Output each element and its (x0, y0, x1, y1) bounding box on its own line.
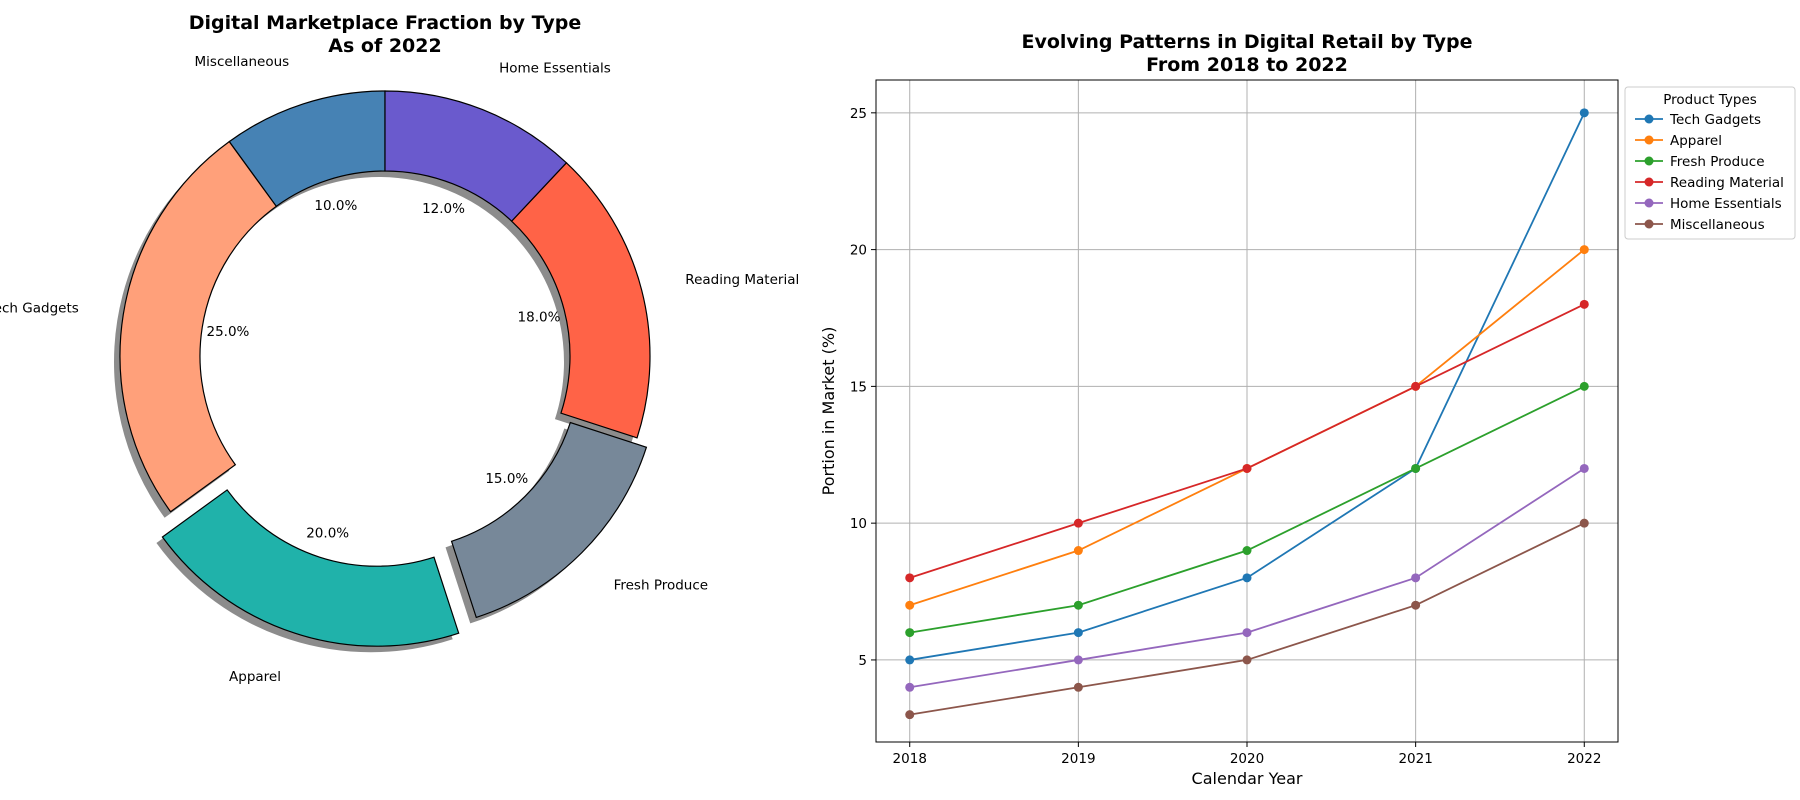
y-tick-label-5: 5 (858, 653, 867, 669)
legend-swatch-marker-tech-gadgets (1644, 114, 1654, 124)
data-point-miscellaneous-2020 (1242, 655, 1252, 665)
data-point-tech-gadgets-2019 (1073, 628, 1083, 638)
data-point-fresh-produce-2022 (1579, 381, 1589, 391)
donut-wedges (119, 90, 651, 647)
data-point-fresh-produce-2019 (1073, 600, 1083, 610)
data-point-tech-gadgets-2020 (1242, 573, 1252, 583)
data-point-tech-gadgets-2022 (1579, 108, 1589, 118)
y-axis-label: Portion in Market (%) (819, 327, 838, 496)
data-point-reading-material-2022 (1579, 299, 1589, 309)
y-tick-label-20: 20 (850, 243, 867, 259)
y-tick-label-15: 15 (850, 379, 867, 395)
donut-chart: Digital Marketplace Fraction by Type As o… (0, 12, 799, 685)
data-point-reading-material-2018 (905, 573, 915, 583)
data-point-miscellaneous-2021 (1411, 600, 1421, 610)
data-point-miscellaneous-2022 (1579, 518, 1589, 528)
data-point-miscellaneous-2018 (905, 710, 915, 720)
legend-swatch-marker-fresh-produce (1644, 156, 1654, 166)
data-point-fresh-produce-2018 (905, 628, 915, 638)
legend-label-home-essentials: Home Essentials (1670, 196, 1782, 212)
legend-box (1624, 86, 1796, 240)
legend-item-home-essentials: Home Essentials (1635, 196, 1782, 212)
x-tick-label-2022: 2022 (1567, 751, 1601, 767)
legend-item-fresh-produce: Fresh Produce (1635, 154, 1765, 170)
y-tick-label-25: 25 (850, 106, 867, 122)
wedge-fresh-produce (450, 421, 648, 619)
slice-percent-reading-material: 18.0% (518, 309, 561, 325)
y-tick-label-10: 10 (850, 516, 867, 532)
wedge-apparel (161, 489, 460, 647)
legend-label-fresh-produce: Fresh Produce (1670, 154, 1765, 170)
title-line-1: Evolving Patterns in Digital Retail by T… (1022, 31, 1473, 53)
legend-label-apparel: Apparel (1670, 133, 1722, 149)
wedge-home-essentials (384, 90, 568, 222)
data-point-home-essentials-2021 (1411, 573, 1421, 583)
wedge-reading-material (510, 161, 651, 439)
slice-label-reading-material: Reading Material (685, 272, 799, 288)
title-line-2: From 2018 to 2022 (1146, 54, 1348, 76)
data-point-home-essentials-2018 (905, 682, 915, 692)
donut-chart-title: Digital Marketplace Fraction by Type As o… (189, 12, 582, 57)
data-point-reading-material-2019 (1073, 518, 1083, 528)
legend: Product Types Tech Gadgets Apparel Fresh Pr… (1624, 86, 1796, 240)
data-point-home-essentials-2022 (1579, 463, 1589, 473)
legend-label-miscellaneous: Miscellaneous (1670, 217, 1765, 233)
data-point-apparel-2018 (905, 600, 915, 610)
series-miscellaneous (905, 518, 1589, 720)
line-chart-ticks: 2018 2019 2020 2021 2022 5 10 15 20 25 (850, 106, 1602, 767)
x-tick-label-2019: 2019 (1061, 751, 1095, 767)
x-tick-label-2018: 2018 (893, 751, 927, 767)
data-point-home-essentials-2020 (1242, 628, 1252, 638)
data-point-reading-material-2020 (1242, 463, 1252, 473)
series-fresh-produce (905, 381, 1589, 638)
slice-label-apparel: Apparel (229, 669, 281, 685)
data-point-apparel-2022 (1579, 245, 1589, 255)
legend-item-apparel: Apparel (1635, 133, 1722, 149)
legend-swatch-marker-reading-material (1644, 177, 1654, 187)
legend-swatch-marker-apparel (1644, 135, 1654, 145)
x-tick-label-2020: 2020 (1230, 751, 1264, 767)
wedge-tech-gadgets (119, 140, 278, 513)
slice-label-tech-gadgets: Tech Gadgets (0, 300, 79, 316)
line-chart-grid (876, 80, 1618, 742)
series-home-essentials (905, 463, 1589, 692)
data-point-home-essentials-2019 (1073, 655, 1083, 665)
legend-swatch-marker-miscellaneous (1644, 219, 1654, 229)
slice-percent-apparel: 20.0% (306, 525, 349, 541)
donut-labels: Miscellaneous 10.0% Tech Gadgets 25.0% Appar… (0, 54, 799, 685)
x-tick-label-2021: 2021 (1398, 751, 1432, 767)
legend-label-reading-material: Reading Material (1670, 175, 1784, 191)
legend-item-reading-material: Reading Material (1635, 175, 1784, 191)
slice-label-home-essentials: Home Essentials (499, 61, 611, 77)
slice-percent-fresh-produce: 15.0% (485, 471, 528, 487)
slice-label-miscellaneous: Miscellaneous (195, 54, 290, 70)
series-reading-material (905, 299, 1589, 583)
line-chart: Evolving Patterns in Digital Retail by T… (819, 31, 1796, 788)
legend-title: Product Types (1663, 92, 1757, 108)
legend-item-tech-gadgets: Tech Gadgets (1635, 112, 1761, 128)
x-axis-label: Calendar Year (1192, 769, 1303, 788)
data-point-tech-gadgets-2018 (905, 655, 915, 665)
slice-percent-home-essentials: 12.0% (422, 201, 465, 217)
slice-percent-tech-gadgets: 25.0% (207, 324, 250, 340)
data-point-fresh-produce-2020 (1242, 546, 1252, 556)
data-point-fresh-produce-2021 (1411, 463, 1421, 473)
slice-label-fresh-produce: Fresh Produce (614, 578, 709, 594)
legend-item-miscellaneous: Miscellaneous (1635, 217, 1765, 233)
title-line-2: As of 2022 (328, 35, 441, 57)
line-chart-series (905, 108, 1589, 720)
data-point-reading-material-2021 (1411, 381, 1421, 391)
slice-percent-miscellaneous: 10.0% (314, 198, 357, 214)
title-line-1: Digital Marketplace Fraction by Type (189, 12, 582, 34)
line-chart-title: Evolving Patterns in Digital Retail by T… (1022, 31, 1473, 76)
data-point-apparel-2019 (1073, 546, 1083, 556)
legend-swatch-marker-home-essentials (1644, 198, 1654, 208)
data-point-miscellaneous-2019 (1073, 682, 1083, 692)
legend-label-tech-gadgets: Tech Gadgets (1669, 112, 1761, 128)
